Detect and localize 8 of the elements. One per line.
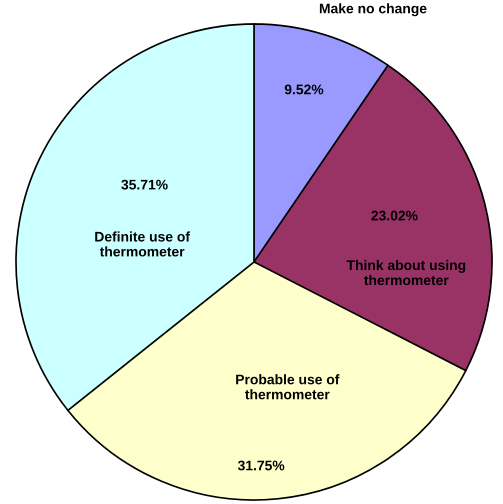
data-label: 9.52% [284,84,324,94]
slice-label: Think about using thermometer [346,260,466,286]
data-label: 31.75% [238,460,284,470]
data-label: 35.71% [121,180,168,190]
slice-label: Definite use of thermometer [95,231,190,257]
slice-label: Probable use of thermometer [236,374,340,400]
slice-label: Make no change [320,3,427,16]
data-label: 23.02% [371,210,418,221]
